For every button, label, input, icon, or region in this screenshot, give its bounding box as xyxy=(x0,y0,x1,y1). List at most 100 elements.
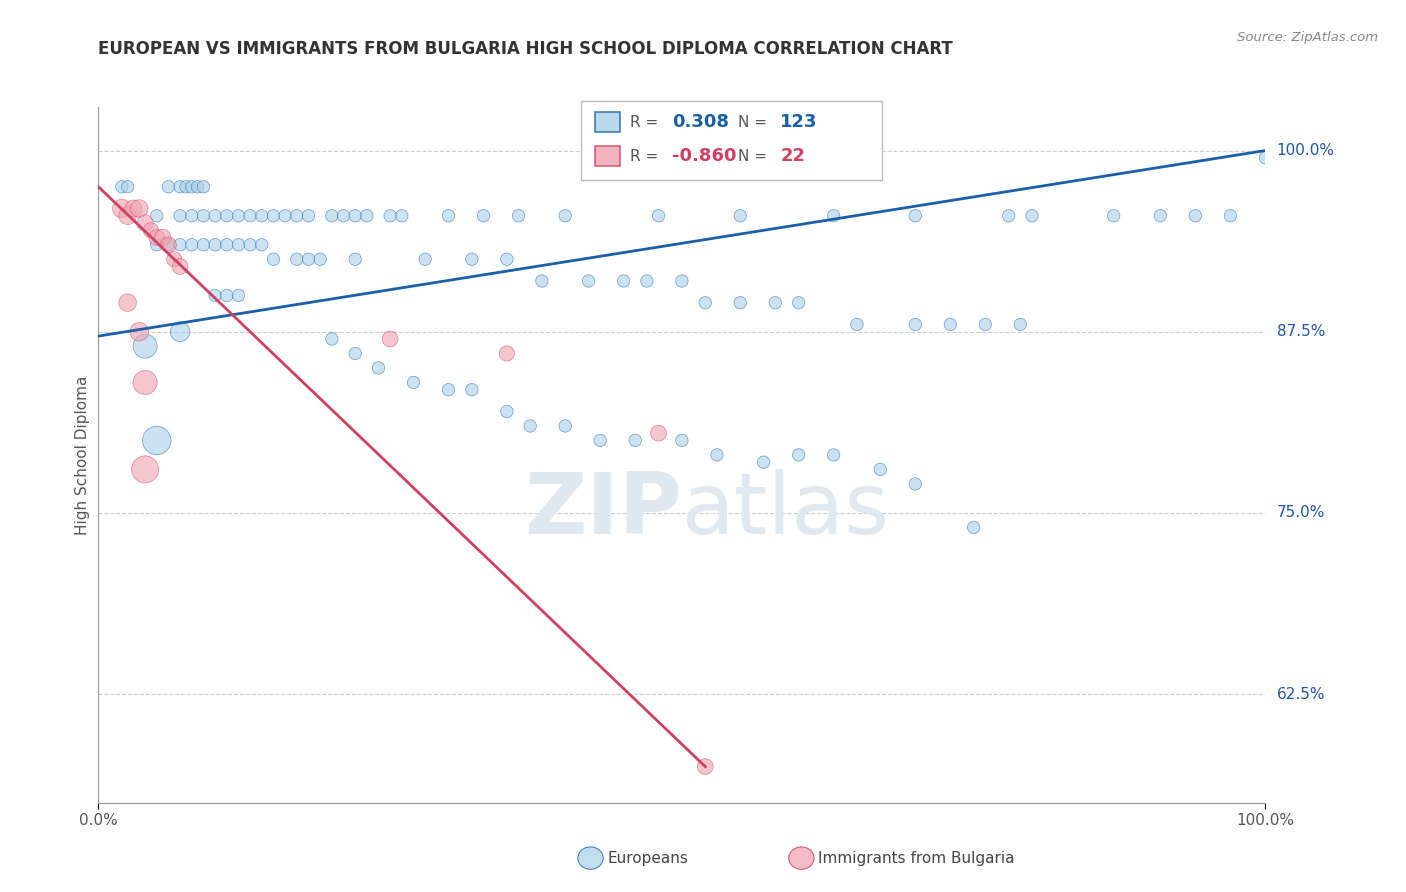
Point xyxy=(215,209,238,223)
Point xyxy=(321,332,343,346)
Point xyxy=(869,462,891,476)
Text: atlas: atlas xyxy=(682,469,890,552)
Point xyxy=(752,455,775,469)
Point xyxy=(1102,209,1125,223)
Point xyxy=(146,209,169,223)
Point xyxy=(146,237,169,252)
Point xyxy=(321,209,343,223)
Point xyxy=(146,434,169,448)
Point xyxy=(111,202,134,216)
Point xyxy=(846,318,869,332)
Point xyxy=(1010,318,1032,332)
Point xyxy=(193,209,215,223)
Point xyxy=(134,339,156,353)
Point xyxy=(193,237,215,252)
Point xyxy=(461,252,484,267)
Point xyxy=(157,179,180,194)
Point xyxy=(157,237,180,252)
Point xyxy=(636,274,658,288)
Point xyxy=(589,434,612,448)
Point xyxy=(157,237,180,252)
Text: 62.5%: 62.5% xyxy=(1277,687,1324,702)
Text: 123: 123 xyxy=(780,113,818,131)
Point xyxy=(180,209,202,223)
Point xyxy=(413,252,436,267)
Point xyxy=(671,434,693,448)
Point xyxy=(787,295,810,310)
Text: Source: ZipAtlas.com: Source: ZipAtlas.com xyxy=(1237,31,1378,45)
Point xyxy=(180,237,202,252)
Point xyxy=(530,274,553,288)
Point xyxy=(730,295,752,310)
Point xyxy=(391,209,413,223)
Point xyxy=(228,288,250,302)
Text: R =: R = xyxy=(630,149,664,163)
Point xyxy=(169,209,191,223)
Point xyxy=(250,209,273,223)
Point xyxy=(344,209,367,223)
Point xyxy=(152,230,174,244)
Point xyxy=(239,209,262,223)
Point xyxy=(274,209,297,223)
Point xyxy=(169,260,191,274)
Text: EUROPEAN VS IMMIGRANTS FROM BULGARIA HIGH SCHOOL DIPLOMA CORRELATION CHART: EUROPEAN VS IMMIGRANTS FROM BULGARIA HIG… xyxy=(98,40,953,58)
Point xyxy=(344,252,367,267)
Point xyxy=(134,376,156,390)
Point xyxy=(904,209,927,223)
Point xyxy=(974,318,997,332)
Point xyxy=(228,237,250,252)
Text: 87.5%: 87.5% xyxy=(1277,324,1324,339)
Text: N =: N = xyxy=(738,115,768,129)
Point xyxy=(695,295,717,310)
Point xyxy=(437,209,460,223)
Point xyxy=(111,179,134,194)
Text: Immigrants from Bulgaria: Immigrants from Bulgaria xyxy=(818,851,1015,865)
Point xyxy=(695,759,717,773)
Point xyxy=(134,216,156,230)
Point xyxy=(356,209,378,223)
Point xyxy=(508,209,530,223)
Point xyxy=(671,274,693,288)
Point xyxy=(496,404,519,418)
Point xyxy=(204,237,226,252)
Point xyxy=(169,237,191,252)
Point xyxy=(262,209,284,223)
Point xyxy=(904,318,927,332)
Point xyxy=(146,230,169,244)
Point xyxy=(730,209,752,223)
Point xyxy=(763,295,786,310)
Point xyxy=(554,419,576,434)
Point xyxy=(139,223,162,237)
Point xyxy=(332,209,354,223)
Point xyxy=(193,179,215,194)
Point xyxy=(997,209,1019,223)
Point xyxy=(122,202,145,216)
Point xyxy=(117,295,139,310)
Point xyxy=(250,237,273,252)
Point xyxy=(647,209,669,223)
Point xyxy=(962,520,984,534)
Point xyxy=(437,383,460,397)
Point xyxy=(117,209,139,223)
Point xyxy=(215,237,238,252)
Point xyxy=(228,209,250,223)
Text: ZIP: ZIP xyxy=(524,469,682,552)
Text: Europeans: Europeans xyxy=(607,851,689,865)
Point xyxy=(519,419,541,434)
Point xyxy=(134,462,156,476)
Point xyxy=(262,252,284,267)
Point xyxy=(823,209,845,223)
Point xyxy=(215,288,238,302)
Point xyxy=(613,274,636,288)
Point xyxy=(787,448,810,462)
Point xyxy=(367,361,389,376)
Point xyxy=(647,426,669,441)
Point xyxy=(180,179,202,194)
Point xyxy=(1149,209,1171,223)
Text: 75.0%: 75.0% xyxy=(1277,506,1324,520)
Point xyxy=(128,325,150,339)
Point xyxy=(461,383,484,397)
Point xyxy=(554,209,576,223)
Point xyxy=(823,448,845,462)
Point xyxy=(1021,209,1043,223)
